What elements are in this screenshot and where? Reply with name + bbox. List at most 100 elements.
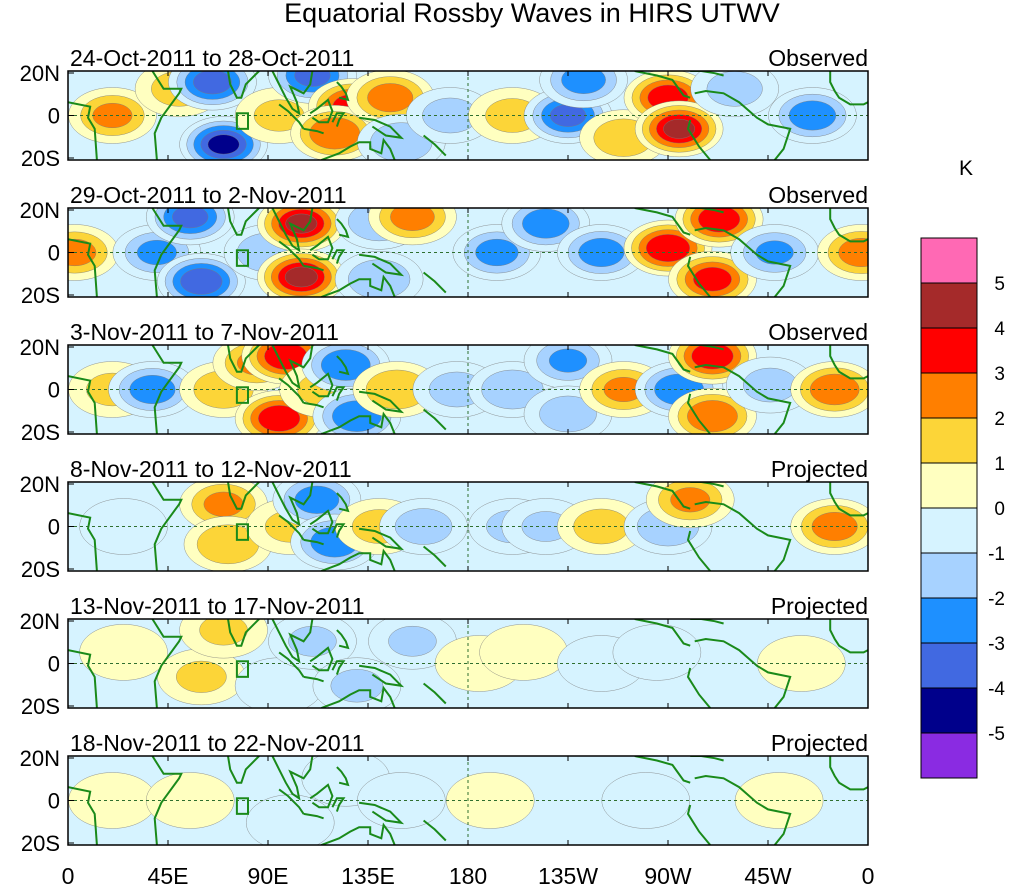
coastline: [151, 71, 183, 160]
panel-4: 20N 0 20S 8-Nov-2011 to 12-Nov-2011 Projecte…: [20, 456, 869, 582]
contour-fill: [284, 266, 318, 288]
anomaly-blob: [668, 388, 757, 434]
anomaly-blob: [730, 224, 819, 281]
coastline: [829, 345, 868, 380]
colorbar-label: 0: [994, 499, 1005, 520]
contour-fill: [367, 83, 414, 113]
contour-fill: [193, 71, 232, 95]
coastline: [336, 766, 350, 787]
colorbar: 5 4 3 2 1 0 -1 -2 -3 -4 -5: [920, 237, 1005, 779]
contour-fill: [706, 71, 763, 107]
anomaly-blob: [268, 619, 357, 670]
colorbar-label: 2: [994, 409, 1005, 430]
colorbar-swatch: [920, 507, 978, 554]
coastline: [694, 637, 792, 708]
contour-fill: [388, 625, 437, 657]
coastline: [151, 208, 183, 297]
anomaly-field: [79, 482, 868, 571]
x-tick-label: 135E: [341, 863, 395, 889]
y-tick-label: 20S: [21, 831, 60, 856]
coastline: [634, 71, 691, 99]
coastline: [829, 482, 868, 517]
coastlines: [68, 208, 868, 297]
coastline: [227, 619, 260, 647]
y-tick-label: 20N: [20, 198, 60, 223]
anomaly-blob: [790, 361, 868, 418]
coastlines: [68, 619, 868, 708]
coastline: [331, 249, 346, 264]
contour-fill: [294, 71, 331, 87]
coastline: [331, 386, 346, 401]
coastline: [271, 208, 314, 253]
x-tick-label: 90W: [644, 863, 692, 889]
anomaly-blob: [368, 619, 457, 670]
coastline: [227, 71, 260, 99]
anomaly-blob: [690, 71, 779, 117]
coastline: [227, 482, 260, 510]
coastline: [829, 619, 868, 654]
colorbar-label: -2: [988, 589, 1005, 610]
coastline: [336, 629, 350, 650]
coastline: [151, 619, 183, 708]
coastline: [151, 756, 183, 845]
panels: 20N 0 20S 24-Oct-2011 to 28-Oct-2011 Observe…: [20, 45, 869, 856]
anomaly-field: [68, 345, 868, 434]
x-tick-label: 180: [449, 863, 487, 889]
contour-fill: [172, 208, 209, 229]
y-tick-label: 0: [48, 652, 60, 677]
colorbar-swatch: [920, 372, 978, 419]
coastline: [829, 208, 868, 243]
coastline: [331, 112, 346, 127]
y-tick-label: 20S: [21, 557, 60, 582]
coastline: [227, 208, 260, 236]
coastline: [331, 523, 346, 538]
anomaly-blob: [612, 624, 702, 681]
coastline: [68, 512, 98, 571]
y-tick-label: 0: [48, 241, 60, 266]
coastline: [309, 372, 334, 398]
anomaly-blob: [157, 253, 246, 297]
y-tick-label: 20S: [21, 694, 60, 719]
panel-date-range: 29-Oct-2011 to 2-Nov-2011: [70, 182, 347, 208]
contour-fill: [663, 118, 695, 139]
coastline: [303, 812, 324, 820]
contour-fill: [809, 373, 860, 406]
panel-status: Observed: [768, 319, 868, 345]
coastline: [690, 619, 724, 625]
contour-fill: [479, 624, 568, 681]
coastline: [358, 527, 405, 551]
panel-date-range: 13-Nov-2011 to 17-Nov-2011: [70, 593, 365, 619]
colorbar-swatch: [920, 642, 978, 689]
contour-fill: [548, 348, 588, 373]
x-tick-label: 45E: [148, 863, 189, 889]
contour-fill: [285, 213, 318, 234]
x-tick-label: 0: [62, 863, 75, 889]
coastline: [686, 393, 711, 434]
x-tick-label: 135W: [538, 863, 598, 889]
anomaly-blob: [539, 71, 628, 109]
coastline: [422, 819, 447, 842]
y-tick-label: 0: [48, 515, 60, 540]
coastline: [278, 514, 305, 541]
y-tick-label: 0: [48, 789, 60, 814]
coastline: [309, 509, 334, 535]
coastline: [634, 619, 691, 647]
coastlines: [68, 71, 868, 160]
panel-3: 20N 0 20S 3-Nov-2011 to 7-Nov-2011 Observed: [20, 319, 869, 445]
panel-status: Projected: [771, 456, 868, 482]
coastline: [686, 667, 711, 708]
contour-fill: [288, 625, 337, 657]
anomaly-blob: [501, 208, 590, 252]
colorbar-swatch: [920, 462, 978, 509]
colorbar-swatch: [920, 282, 978, 329]
anomaly-blob: [246, 794, 335, 845]
coastline: [829, 71, 868, 106]
coastline: [320, 274, 396, 297]
coastline: [686, 530, 711, 571]
x-tick-label: 90E: [248, 863, 289, 889]
panel-status: Projected: [771, 593, 868, 619]
colorbar-label: -4: [988, 679, 1005, 700]
panel-date-range: 18-Nov-2011 to 22-Nov-2011: [70, 730, 365, 756]
box-marker: [235, 523, 249, 541]
coastline: [358, 390, 405, 414]
